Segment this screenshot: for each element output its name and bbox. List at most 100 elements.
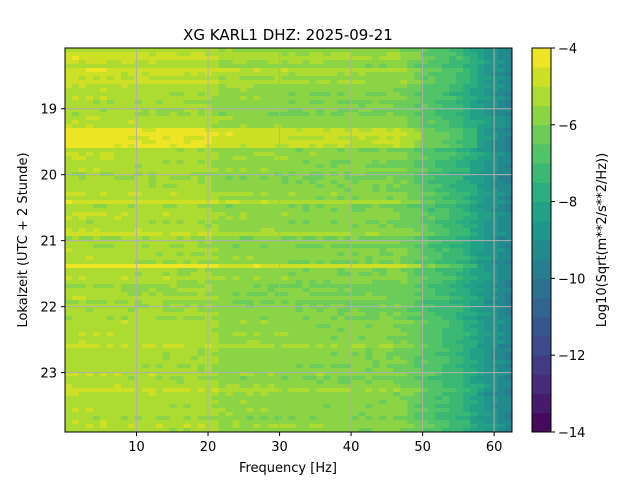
spectrogram-cell	[176, 260, 185, 265]
spectrogram-cell	[176, 344, 185, 349]
spectrogram-cell	[372, 192, 380, 197]
spectrogram-cell	[414, 64, 422, 69]
spectrogram-cell	[337, 152, 345, 157]
spectrogram-cell	[302, 96, 310, 101]
spectrogram-cell	[435, 196, 443, 201]
spectrogram-cell	[302, 228, 310, 233]
spectrogram-cell	[498, 72, 506, 77]
spectrogram-cell	[274, 248, 283, 253]
spectrogram-cell	[470, 244, 478, 249]
spectrogram-cell	[99, 244, 108, 249]
spectrogram-cell	[274, 104, 283, 109]
spectrogram-cell	[477, 168, 485, 173]
spectrogram-cell	[197, 68, 206, 73]
spectrogram-cell	[253, 196, 262, 201]
spectrogram-cell	[253, 180, 262, 185]
spectrogram-cell	[393, 52, 401, 57]
spectrogram-cell	[428, 104, 436, 109]
spectrogram-cell	[379, 216, 387, 221]
spectrogram-cell	[449, 344, 457, 349]
spectrogram-cell	[267, 240, 276, 245]
spectrogram-cell	[99, 152, 108, 157]
spectrogram-cell	[456, 320, 464, 325]
spectrogram-cell	[302, 88, 310, 93]
spectrogram-cell	[435, 100, 443, 105]
spectrogram-cell	[155, 152, 164, 157]
spectrogram-cell	[288, 272, 296, 277]
spectrogram-cell	[85, 60, 94, 65]
spectrogram-cell	[421, 212, 429, 217]
spectrogram-cell	[71, 308, 80, 313]
spectrogram-cell	[239, 164, 248, 169]
spectrogram-cell	[232, 344, 241, 349]
spectrogram-cell	[134, 132, 143, 137]
spectrogram-cell	[449, 68, 457, 73]
spectrogram-cell	[414, 316, 422, 321]
spectrogram-cell	[498, 184, 506, 189]
spectrogram-cell	[260, 148, 269, 153]
spectrogram-cell	[323, 260, 331, 265]
spectrogram-cell	[330, 104, 338, 109]
spectrogram-cell	[351, 320, 359, 325]
spectrogram-cell	[498, 256, 506, 261]
spectrogram-cell	[442, 328, 450, 333]
spectrogram-cell	[330, 352, 338, 357]
spectrogram-cell	[141, 232, 150, 237]
spectrogram-cell	[183, 300, 192, 305]
spectrogram-cell	[295, 264, 303, 269]
spectrogram-cell	[211, 236, 220, 241]
spectrogram-cell	[99, 252, 108, 257]
spectrogram-cell	[463, 104, 471, 109]
spectrogram-cell	[71, 136, 80, 141]
spectrogram-cell	[309, 312, 317, 317]
spectrogram-cell	[372, 136, 380, 141]
spectrogram-cell	[92, 60, 101, 65]
spectrogram-cell	[239, 344, 248, 349]
spectrogram-cell	[337, 52, 345, 57]
spectrogram-cell	[456, 284, 464, 289]
spectrogram-cell	[288, 52, 296, 57]
spectrogram-cell	[260, 340, 269, 345]
spectrogram-cell	[71, 188, 80, 193]
spectrogram-cell	[197, 168, 206, 173]
spectrogram-cell	[344, 52, 352, 57]
spectrogram-cell	[393, 196, 401, 201]
spectrogram-cell	[414, 108, 422, 113]
spectrogram-cell	[414, 268, 422, 273]
spectrogram-cell	[386, 340, 394, 345]
spectrogram-cell	[316, 96, 324, 101]
spectrogram-cell	[316, 296, 324, 301]
spectrogram-cell	[183, 88, 192, 93]
spectrogram-cell	[169, 228, 178, 233]
spectrogram-cell	[288, 284, 296, 289]
spectrogram-cell	[358, 140, 366, 145]
spectrogram-cell	[428, 160, 436, 165]
spectrogram-cell	[127, 264, 136, 269]
spectrogram-cell	[141, 248, 150, 253]
spectrogram-cell	[456, 344, 464, 349]
spectrogram-cell	[337, 56, 345, 61]
spectrogram-cell	[498, 108, 506, 113]
spectrogram-cell	[330, 120, 338, 125]
spectrogram-cell	[393, 336, 401, 341]
spectrogram-cell	[218, 288, 227, 293]
spectrogram-cell	[190, 60, 199, 65]
spectrogram-cell	[463, 144, 471, 149]
spectrogram-cell	[281, 280, 289, 285]
spectrogram-cell	[113, 52, 122, 57]
spectrogram-cell	[281, 116, 289, 121]
spectrogram-cell	[309, 264, 317, 269]
spectrogram-cell	[428, 332, 436, 337]
spectrogram-cell	[309, 188, 317, 193]
spectrogram-cell	[491, 224, 499, 229]
spectrogram-cell	[470, 272, 478, 277]
spectrogram-cell	[232, 132, 241, 137]
spectrogram-cell	[295, 196, 303, 201]
spectrogram-cell	[65, 312, 73, 317]
spectrogram-cell	[141, 308, 150, 313]
spectrogram-cell	[491, 356, 499, 361]
spectrogram-cell	[344, 176, 352, 181]
spectrogram-cell	[449, 112, 457, 117]
spectrogram-cell	[393, 280, 401, 285]
spectrogram-cell	[330, 192, 338, 197]
